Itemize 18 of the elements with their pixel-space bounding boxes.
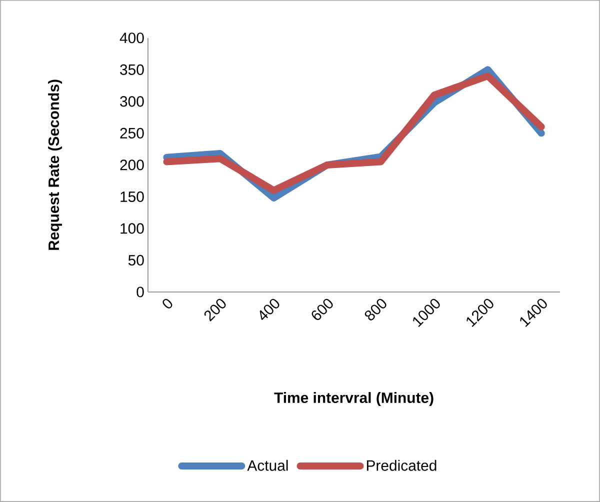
y-tick-label: 50 xyxy=(128,254,144,266)
x-tick-label: 400 xyxy=(260,298,280,320)
y-tick-label: 300 xyxy=(120,96,144,107)
x-tick-label: 200 xyxy=(204,298,226,322)
legend-label: Actual xyxy=(247,460,288,471)
y-tick-label: 150 xyxy=(120,191,144,202)
y-tick-label: 250 xyxy=(120,128,144,138)
x-tick-label: 800 xyxy=(364,298,386,320)
x-tick-label: 0 xyxy=(162,298,172,308)
legend-label: Predicated xyxy=(366,460,436,471)
y-tick-label: 400 xyxy=(120,32,144,44)
y-tick-label: 350 xyxy=(120,64,144,75)
y-tick-label: 200 xyxy=(120,160,144,170)
y-tick-label: 100 xyxy=(120,223,144,234)
y-axis-title: Request Rate (Seconds) xyxy=(48,80,62,250)
x-axis-title: Time intervral (Minute) xyxy=(274,392,434,406)
x-tick-label: 600 xyxy=(312,298,333,320)
y-tick-label: 0 xyxy=(136,286,144,298)
